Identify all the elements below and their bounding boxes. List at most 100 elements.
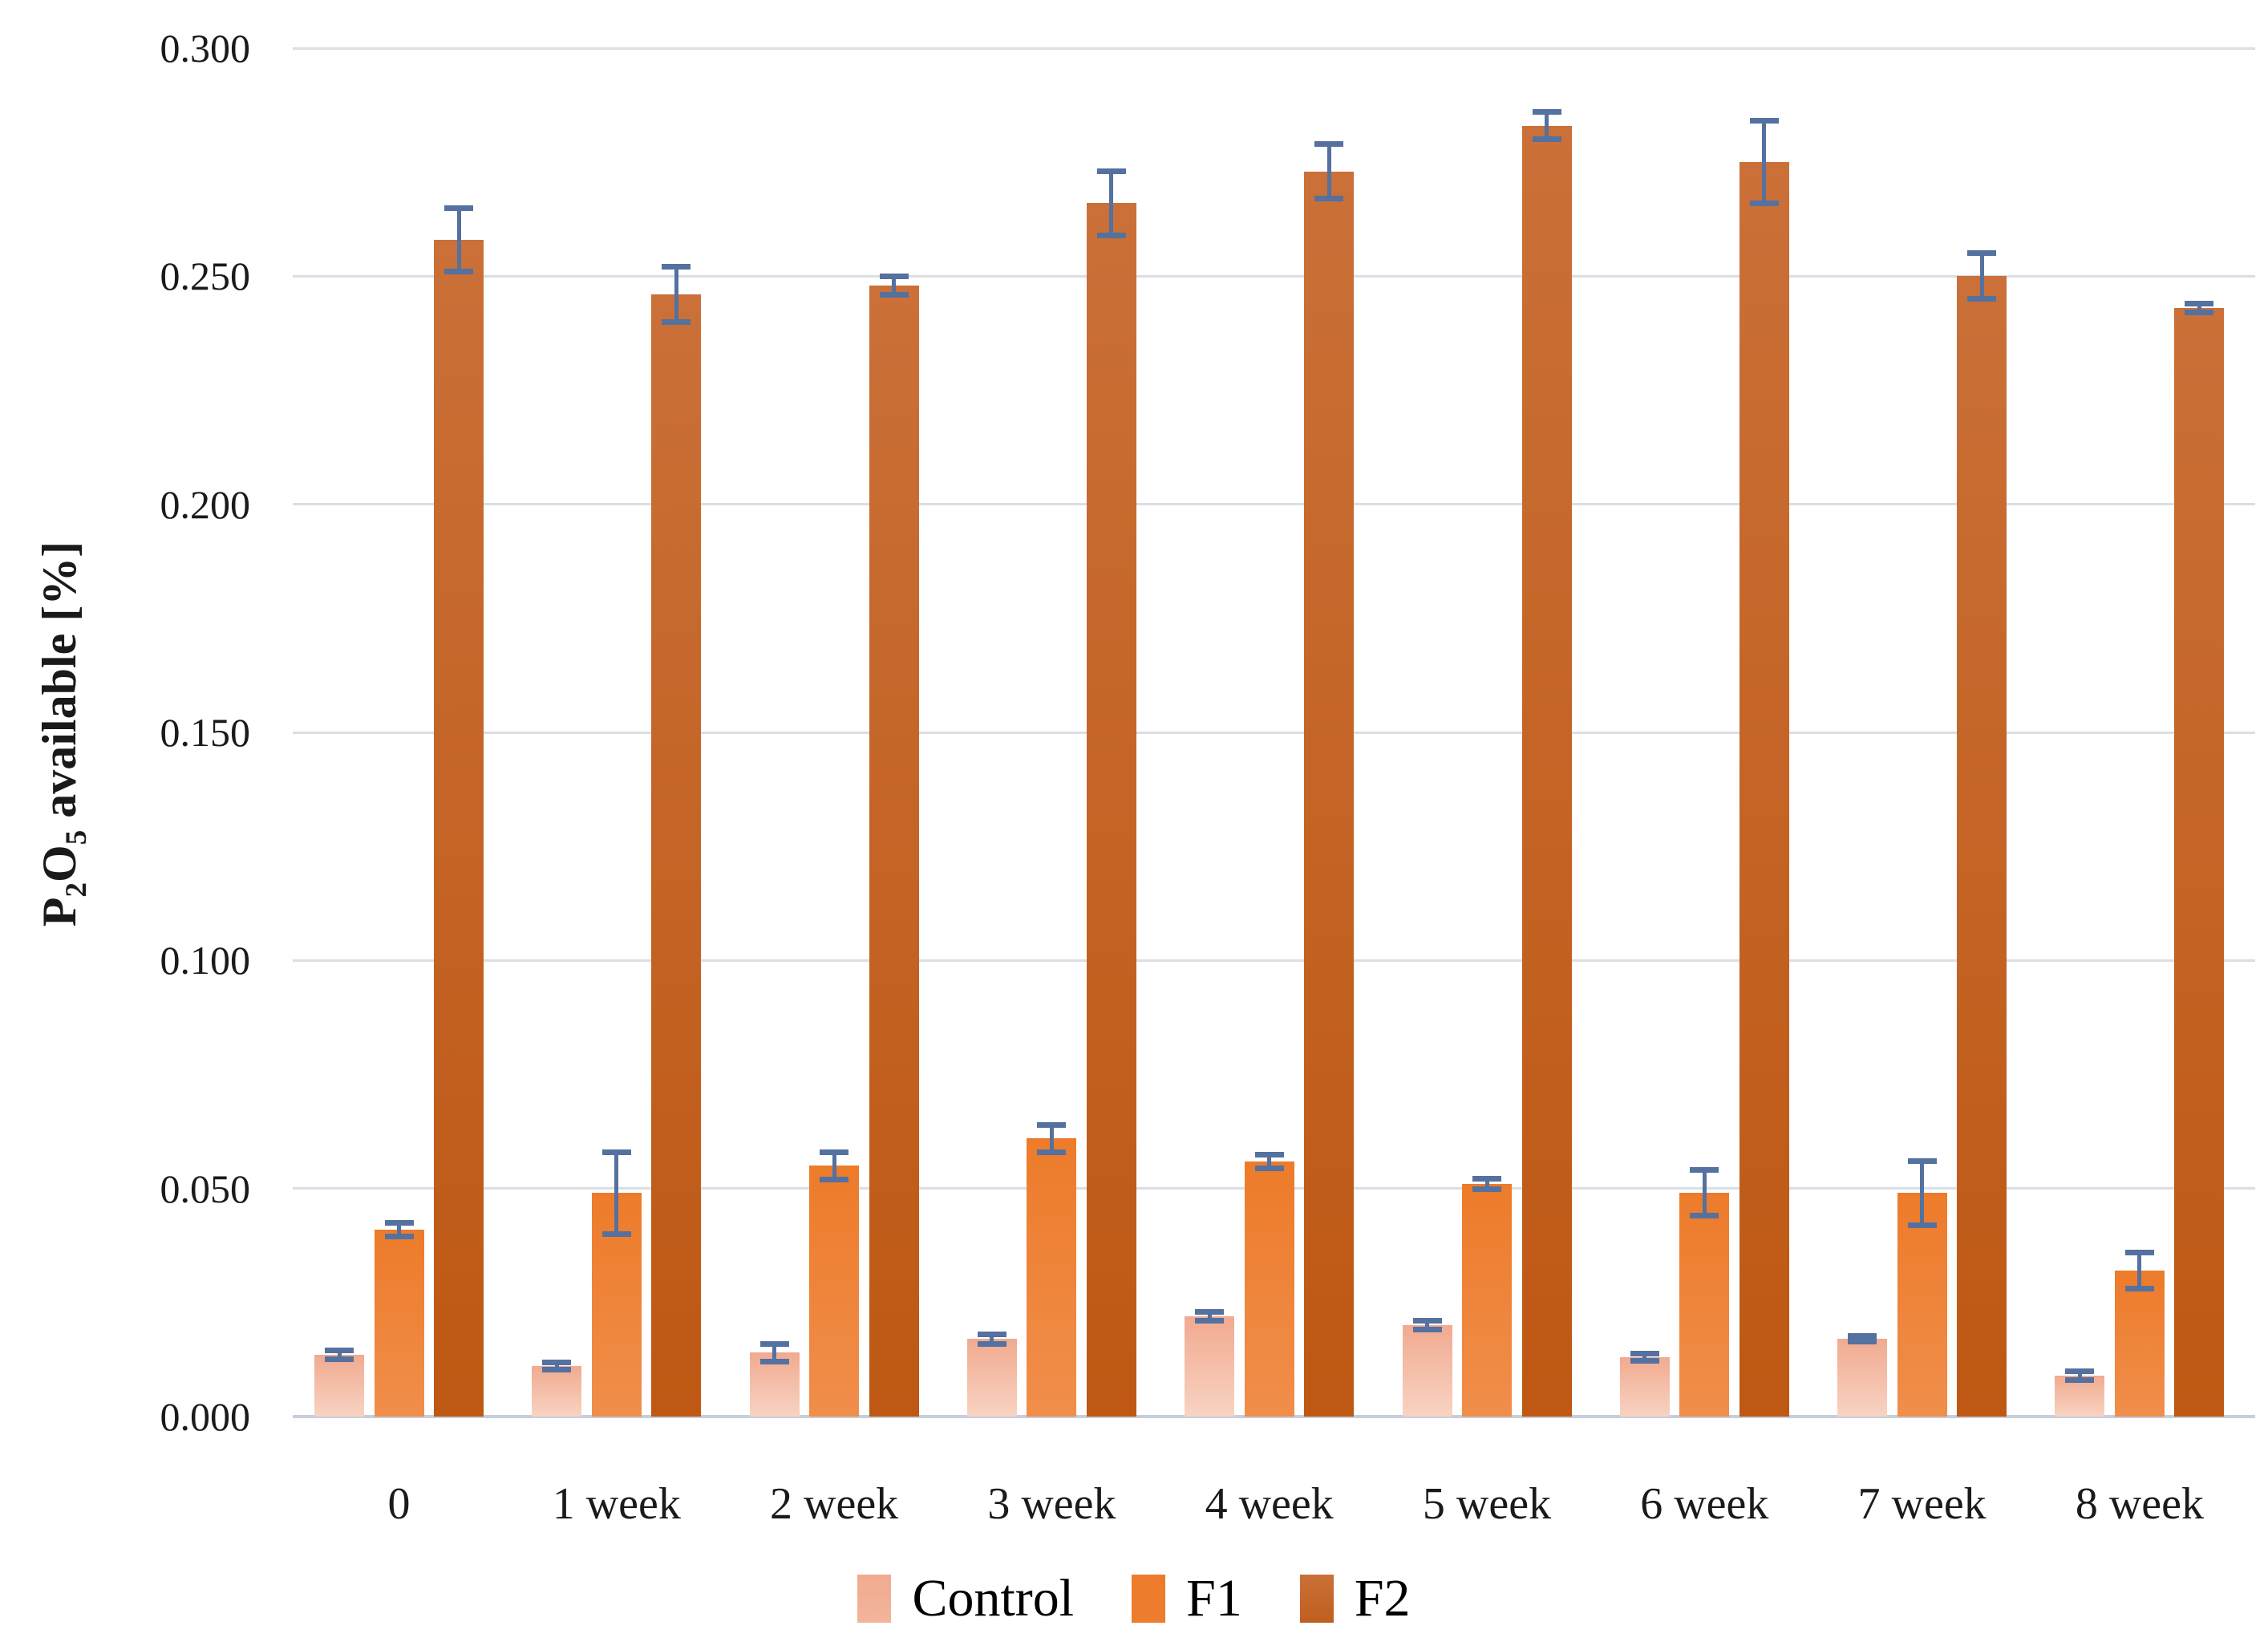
error-bar [674,266,678,322]
error-bar-cap [1472,1186,1501,1193]
legend-swatch-f1 [1132,1575,1166,1623]
bar-f1-5 [1462,1183,1512,1417]
bar-f2-7 [1957,276,2007,1417]
error-bar-cap [879,273,909,279]
bar-control-6 [1619,1357,1670,1417]
error-bar [1545,111,1549,140]
error-bar [832,1152,836,1180]
error-bar [2077,1371,2082,1380]
bar-f2-0 [434,239,484,1417]
error-bar [1762,120,1767,204]
bar-control-5 [1402,1325,1452,1417]
error-bar-cap [2065,1368,2095,1374]
error-bar [1425,1320,1429,1330]
bar-f2-4 [1304,171,1355,1417]
error-bar-cap [1314,140,1344,147]
error-bar-cap [1907,1222,1937,1228]
error-bar-cap [1037,1149,1067,1155]
error-bar-cap [1630,1358,1659,1364]
gridline [293,274,2255,278]
bar-control-7 [1837,1339,1888,1417]
error-bar [1702,1170,1707,1216]
gridline [293,47,2255,50]
error-bar-cap [977,1332,1006,1338]
bar-f2-8 [2174,308,2225,1417]
error-bar-cap [1907,1158,1937,1165]
gridline [293,731,2255,734]
error-bar-cap [1412,1327,1442,1333]
error-bar-cap [1690,1167,1719,1174]
error-bar [1049,1125,1054,1153]
error-bar-cap [662,318,691,325]
error-bar-cap [1532,109,1561,116]
y-tick-label: 0.050 [160,1166,251,1211]
error-bar-cap [325,1348,354,1354]
error-bar [892,276,897,295]
error-bar [614,1152,619,1234]
bar-f1-8 [2114,1271,2165,1417]
error-bar-cap [1472,1175,1501,1182]
error-bar-cap [1749,200,1779,206]
error-bar-cap [1254,1151,1284,1157]
bar-control-1 [532,1366,582,1417]
y-tick-label: 0.100 [160,938,251,983]
legend-swatch-f2 [1299,1575,1334,1623]
error-bar-cap [1254,1165,1284,1171]
bar-f2-1 [651,294,702,1417]
error-bar [1326,144,1331,199]
legend-label-f1: F1 [1186,1569,1242,1628]
y-tick-label: 0.300 [160,26,251,71]
error-bar-cap [759,1340,789,1347]
error-bar-cap [542,1367,572,1373]
error-bar [1207,1311,1212,1321]
error-bar-cap [325,1356,354,1363]
error-bar-cap [601,1231,631,1238]
error-bar-cap [1967,296,1997,302]
error-bar-cap [1096,168,1126,175]
error-bar-cap [759,1359,789,1365]
error-bar-cap [444,269,473,275]
x-tick-label: 3 week [987,1479,1116,1529]
error-bar [1920,1161,1925,1226]
error-bar-cap [601,1149,631,1155]
bar-control-4 [1185,1316,1235,1417]
x-tick-label: 1 week [552,1479,681,1529]
error-bar-cap [1967,250,1997,257]
bar-f2-6 [1739,162,1789,1417]
error-bar-cap [384,1233,414,1239]
error-bar-cap [542,1360,572,1366]
legend-item-control: Control [857,1571,1074,1627]
y-axis-title-text: P2O5 available [%] [33,541,93,927]
error-bar-cap [2124,1286,2154,1292]
legend-swatch-control [857,1575,892,1623]
error-bar-cap [1532,136,1561,143]
error-bar-cap [384,1219,414,1226]
error-bar-cap [1848,1333,1877,1340]
legend-label-control: Control [912,1569,1075,1628]
error-bar-cap [1690,1213,1719,1219]
error-bar-cap [1037,1121,1067,1128]
bar-control-3 [966,1339,1017,1417]
error-bar-cap [1096,232,1126,238]
error-bar-cap [1195,1318,1225,1324]
bar-f1-6 [1679,1193,1730,1417]
legend-item-f1: F1 [1132,1571,1242,1627]
error-bar-cap [2185,310,2214,316]
y-tick-label: 0.000 [160,1394,251,1439]
error-bar [990,1334,994,1344]
error-bar [2137,1252,2142,1289]
y-tick-label: 0.250 [160,253,251,299]
bar-f1-2 [809,1166,860,1417]
error-bar-cap [662,264,691,270]
error-bar-cap [444,205,473,211]
y-tick-label: 0.200 [160,481,251,527]
error-bar-cap [820,1176,849,1182]
error-bar [456,208,461,272]
bar-f2-3 [1086,203,1136,1417]
bar-f1-0 [374,1229,424,1417]
error-bar-cap [2065,1377,2095,1383]
legend-label-f2: F2 [1354,1569,1411,1628]
x-tick-label: 7 week [1857,1479,1987,1529]
x-tick-label: 2 week [770,1479,899,1529]
